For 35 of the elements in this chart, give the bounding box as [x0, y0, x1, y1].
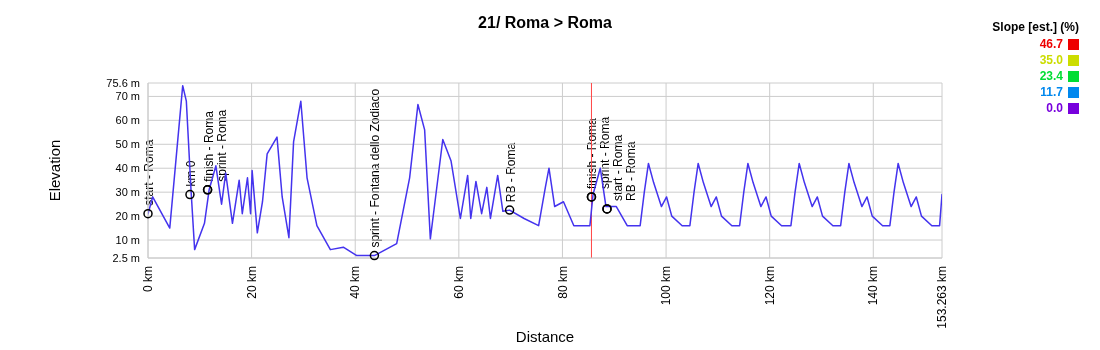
y-tick-label: 2.5 m [112, 251, 140, 264]
text: 46.7 [1039, 37, 1063, 51]
annotation: start - Roma [611, 134, 626, 201]
y-tick-label: 20 m [115, 209, 140, 222]
text: 0.0 [1046, 101, 1063, 115]
annotation: RB - Roma [624, 141, 639, 201]
y-tick-label: 10 m [115, 233, 140, 246]
annotation: RB - Roma [503, 142, 518, 203]
text: Slope [est.] (%) [991, 20, 1079, 34]
annotation: sprint - Roma [598, 116, 613, 189]
text: 11.7 [1040, 85, 1063, 99]
y-tick-label: 70 m [115, 90, 140, 103]
chart-title: 21/ Roma > Roma [478, 14, 613, 31]
x-tick-label: 80 km [555, 266, 570, 299]
y-tick-label: 75.6 m [106, 76, 140, 89]
x-tick-label: 120 km [762, 266, 777, 306]
x-tick-label: 0 km [141, 266, 156, 293]
text: 23.4 [1039, 69, 1063, 83]
x-tick-label: 40 km [348, 266, 363, 299]
y-tick-label: 40 m [115, 162, 140, 175]
x-tick-label: 153.263 km [935, 266, 950, 329]
text: 35.0 [1039, 53, 1063, 67]
x-tick-label: 60 km [452, 266, 467, 299]
annotation: sprint - Fontana dello Zodiaco [368, 88, 383, 248]
x-tick-label: 100 km [659, 266, 674, 306]
y-axis-title: Elevation [46, 139, 63, 202]
y-tick-label: 50 m [115, 138, 140, 151]
annotation: start - Roma [142, 139, 156, 206]
x-axis-title: Distance [515, 328, 575, 345]
x-tick-label: 140 km [866, 266, 881, 306]
y-tick-label: 30 m [115, 186, 140, 199]
y-tick-label: 60 m [115, 114, 140, 127]
annotation: finish - Roma [201, 110, 216, 182]
x-tick-label: 20 km [244, 266, 259, 299]
annotation: finish - Roma [585, 117, 600, 189]
